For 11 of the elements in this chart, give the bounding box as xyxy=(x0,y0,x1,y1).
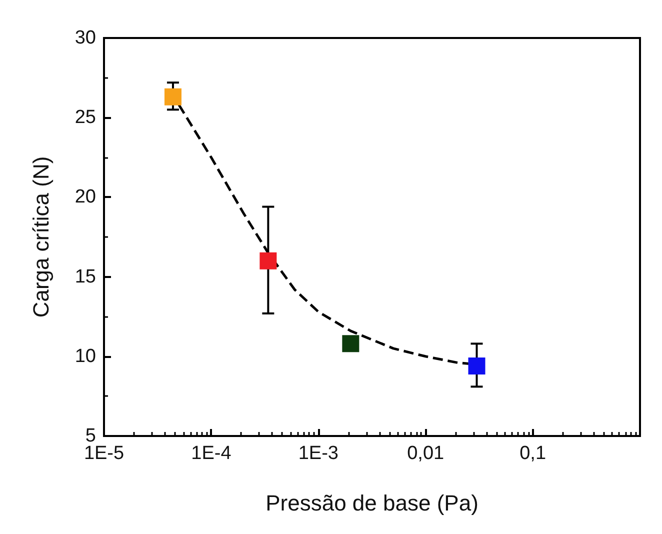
y-tick-label: 10 xyxy=(74,346,96,367)
y-tick-label: 30 xyxy=(74,28,96,48)
y-axis-title: Carga crítica (N) xyxy=(28,156,54,318)
y-tick-label: 25 xyxy=(74,107,96,128)
x-tick-label: 0,1 xyxy=(520,443,546,464)
x-axis-title: Pressão de base (Pa) xyxy=(266,490,478,516)
y-tick-label: 15 xyxy=(74,266,96,288)
x-tick-label: 1E-4 xyxy=(191,443,232,464)
y-tick-label: 20 xyxy=(74,186,96,208)
x-tick-label: 1E-3 xyxy=(298,443,338,464)
x-tick-label: 0,01 xyxy=(407,443,444,464)
